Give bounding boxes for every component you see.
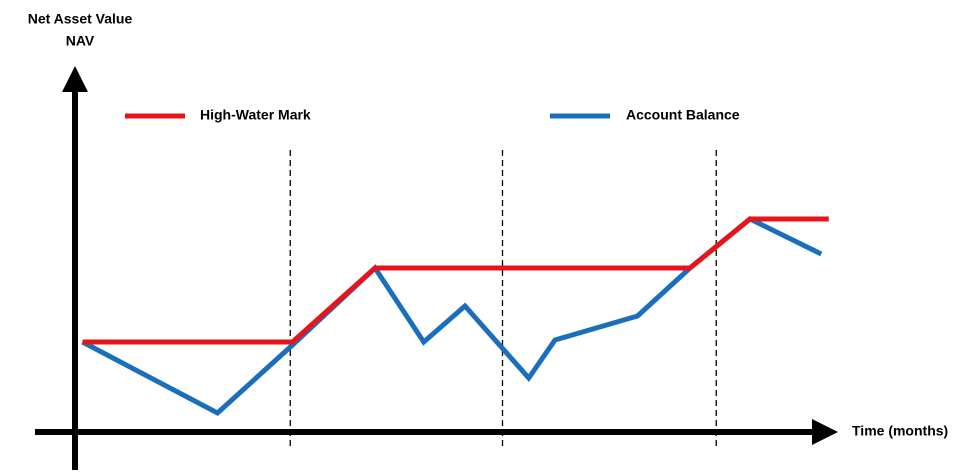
x-axis-arrow <box>812 419 838 445</box>
y-axis-arrow <box>62 66 88 92</box>
legend-label: High-Water Mark <box>200 107 311 123</box>
y-axis-label: Net Asset Value <box>28 11 133 27</box>
x-axis-label: Time (months) <box>852 423 948 439</box>
legend-label: Account Balance <box>626 107 740 123</box>
y-axis-label: NAV <box>66 33 95 49</box>
series-line <box>82 216 829 345</box>
